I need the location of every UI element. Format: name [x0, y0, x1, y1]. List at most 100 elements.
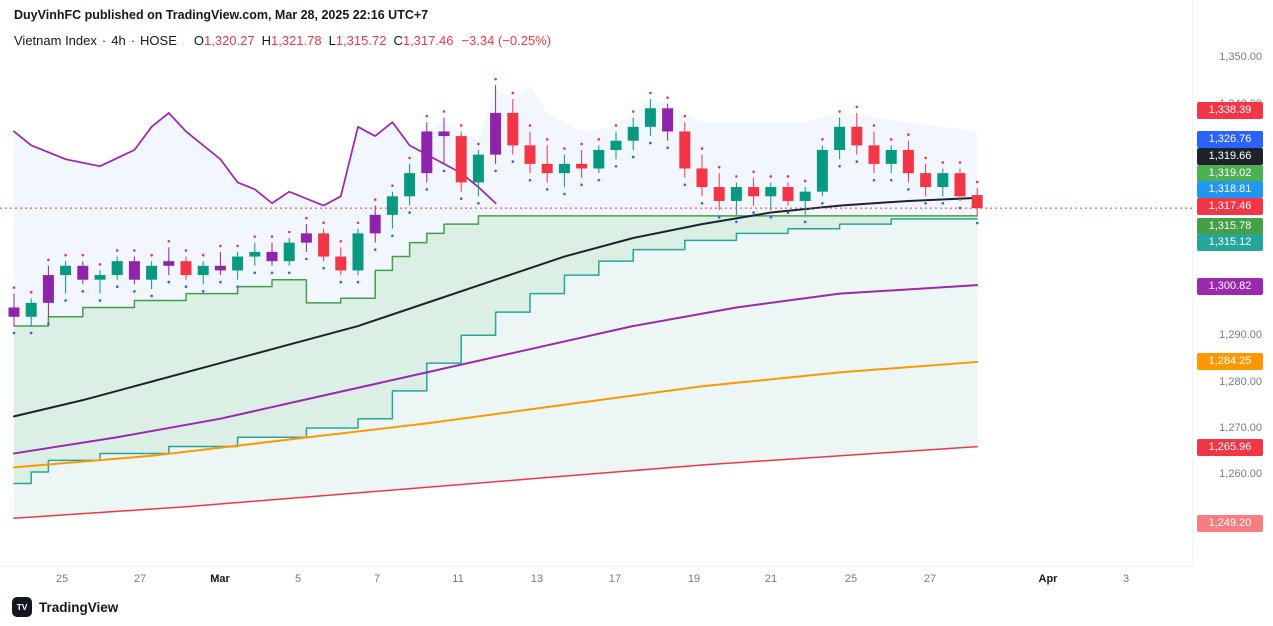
- signal-dot-above: [666, 96, 669, 99]
- candle-body: [300, 233, 312, 243]
- signal-dot-above: [167, 239, 171, 243]
- time-axis[interactable]: 25 27 Mar 5 7 11 13 17 19 21 25 27 Apr 3: [0, 566, 1192, 595]
- signal-dot-below: [442, 169, 446, 173]
- signal-dot-above: [855, 105, 859, 109]
- signal-dot-above: [872, 124, 876, 127]
- signal-dot-above: [735, 175, 738, 178]
- price-axis-label: 1,270.00: [1219, 421, 1262, 434]
- signal-dot-below: [838, 164, 841, 168]
- signal-dot-below: [855, 160, 859, 163]
- price-badge: 1,315.12: [1197, 234, 1263, 251]
- candle-body: [696, 168, 708, 188]
- signal-dot-above: [597, 138, 601, 141]
- tradingview-brand[interactable]: TradingView: [39, 599, 119, 615]
- candle-body: [524, 145, 536, 164]
- candle-body: [214, 265, 226, 271]
- publish-header: DuyVinhFC published on TradingView.com, …: [14, 8, 429, 22]
- signal-dot-below: [735, 220, 738, 224]
- time-axis-label: 5: [294, 573, 302, 585]
- signal-dot-below: [425, 188, 429, 191]
- signal-dot-below: [253, 271, 257, 275]
- time-axis-label: 3: [1122, 573, 1130, 585]
- candle-body: [386, 196, 398, 215]
- green-step-lower-line: [13, 218, 978, 485]
- interval-label[interactable]: 4h: [111, 33, 126, 48]
- signal-dot-above: [270, 235, 274, 238]
- price-axis[interactable]: 1,350.001,340.001,290.001,280.001,270.00…: [1192, 0, 1273, 566]
- ohlc-values: O1,320.27 H1,321.78 L1,315.72 C1,317.46: [187, 33, 454, 48]
- price-badge: 1,338.39: [1197, 102, 1263, 119]
- purple-ma-line: [13, 284, 979, 455]
- candle-body: [60, 265, 72, 276]
- signal-dot-below: [528, 178, 532, 182]
- signal-dot-below: [270, 271, 274, 275]
- candle-body: [421, 131, 433, 174]
- chart-canvas[interactable]: [0, 0, 1192, 566]
- signal-dot-below: [683, 183, 687, 187]
- signal-dot-above: [511, 91, 515, 95]
- signal-dot-below: [81, 290, 85, 293]
- signal-dot-above: [339, 239, 343, 243]
- signal-dot-below: [494, 169, 497, 173]
- signal-dot-above: [12, 286, 16, 289]
- tradingview-logo-icon[interactable]: TV: [12, 597, 32, 617]
- signal-dot-above: [236, 244, 239, 248]
- signal-dot-below: [391, 234, 394, 238]
- candle-body: [455, 136, 467, 183]
- signal-dot-above: [133, 249, 136, 252]
- candle-body: [490, 112, 502, 155]
- candle-body: [679, 131, 691, 169]
- signal-dot-above: [408, 156, 411, 160]
- candle-body: [146, 265, 158, 280]
- low-label: L: [328, 33, 336, 48]
- candle-body: [558, 163, 570, 174]
- close-value: 1,317.46: [402, 33, 454, 48]
- price-axis-label: 1,260.00: [1219, 468, 1262, 481]
- signal-dot-above: [184, 249, 188, 252]
- exchange-label: HOSE: [140, 33, 177, 48]
- candle-body: [748, 187, 760, 197]
- signal-dot-below: [115, 285, 119, 289]
- signal-dot-below: [339, 280, 343, 284]
- signal-dot-above: [752, 170, 755, 174]
- symbol-title[interactable]: Vietnam Index: [14, 33, 97, 48]
- price-badge: 1,315.78: [1197, 218, 1263, 235]
- signal-dot-below: [907, 188, 910, 191]
- signal-dot-above: [958, 161, 962, 164]
- signal-dot-below: [941, 202, 945, 205]
- price-badge: 1,249.20: [1197, 515, 1263, 532]
- signal-dot-above: [545, 138, 549, 141]
- signal-dot-above: [373, 198, 377, 201]
- time-axis-label: 13: [530, 573, 544, 585]
- candle-body: [369, 214, 381, 234]
- candle-body: [335, 256, 347, 271]
- price-badge: 1,265.96: [1197, 439, 1263, 456]
- signal-dot-above: [494, 77, 497, 81]
- time-axis-label: 25: [55, 573, 69, 585]
- candle-body: [507, 112, 519, 146]
- signal-dot-below: [975, 221, 979, 225]
- green-step-upper-line: [13, 215, 978, 327]
- change-value: −3.34 (−0.25%): [461, 33, 552, 48]
- candle-body: [42, 275, 54, 303]
- high-label: H: [261, 33, 271, 48]
- time-axis-label: Mar: [210, 573, 230, 585]
- signal-dot-below: [408, 211, 411, 214]
- signal-dot-above: [356, 221, 360, 225]
- footer: TV TradingView: [12, 597, 118, 617]
- high-value: 1,321.78: [271, 33, 322, 48]
- signal-dot-above: [81, 253, 85, 257]
- candle-body: [404, 173, 416, 197]
- candle-body: [283, 242, 295, 262]
- signal-dot-above: [941, 161, 945, 164]
- signal-dot-above: [907, 133, 910, 137]
- candle-body: [627, 126, 639, 141]
- signal-dot-above: [563, 147, 566, 150]
- time-axis-label: 11: [452, 573, 464, 585]
- signal-dot-below: [700, 202, 704, 205]
- signal-dot-below: [717, 215, 721, 219]
- signal-dot-above: [287, 230, 291, 234]
- signal-dot-below: [769, 215, 773, 219]
- time-axis-label: 25: [844, 573, 858, 585]
- candle-body: [593, 149, 605, 169]
